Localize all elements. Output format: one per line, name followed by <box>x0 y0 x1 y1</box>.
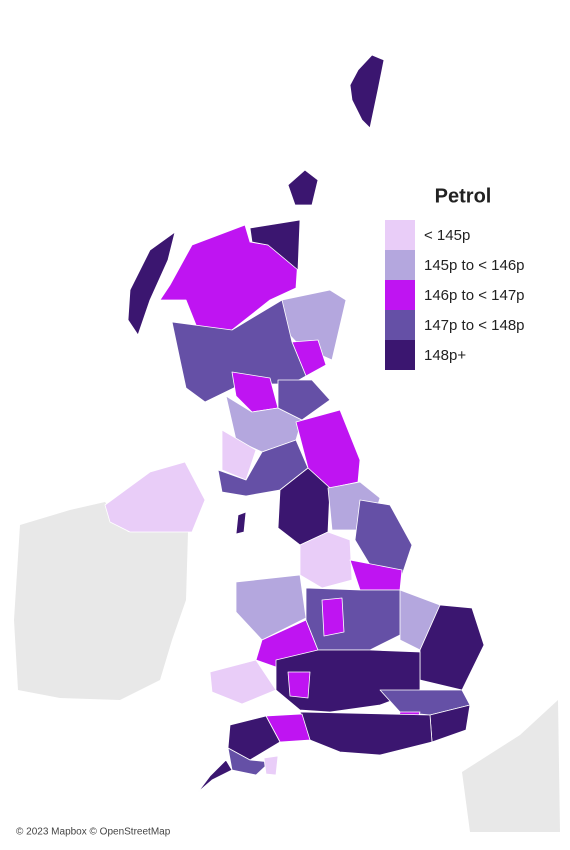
legend-swatch <box>385 340 415 370</box>
legend-label: 147p to < 148p <box>424 317 525 334</box>
legend-label: 146p to < 147p <box>424 287 525 304</box>
legend-label: < 145p <box>424 227 470 244</box>
france <box>462 700 560 832</box>
region <box>209 659 277 705</box>
legend-swatch <box>385 310 415 340</box>
region <box>127 231 176 336</box>
region <box>227 747 271 776</box>
region <box>321 597 345 637</box>
region <box>235 574 307 641</box>
legend-items: < 145p 145p to < 146p 146p to < 147p 147p t… <box>385 220 525 370</box>
legend-swatch <box>385 280 415 310</box>
regions <box>104 54 485 793</box>
region <box>159 224 301 331</box>
region <box>277 379 331 421</box>
legend-title: Petrol <box>435 185 492 207</box>
region <box>249 219 301 271</box>
region <box>349 54 385 129</box>
region <box>263 755 279 776</box>
region <box>287 169 319 206</box>
legend-swatch <box>385 220 415 250</box>
region <box>235 511 247 535</box>
region <box>287 671 311 699</box>
legend-label: 145p to < 146p <box>424 257 525 274</box>
region <box>305 587 411 651</box>
ireland <box>14 502 188 700</box>
legend-swatch <box>385 250 415 280</box>
region <box>354 499 413 576</box>
legend: Petrol < 145p 145p to < 146p 146p to < 147… <box>385 185 525 370</box>
region <box>104 461 206 533</box>
background-land <box>14 502 560 832</box>
region <box>197 759 233 793</box>
region <box>227 715 281 761</box>
attribution: © 2023 Mapbox © OpenStreetMap <box>16 827 171 838</box>
region <box>299 711 433 756</box>
legend-label: 148p+ <box>424 347 466 364</box>
